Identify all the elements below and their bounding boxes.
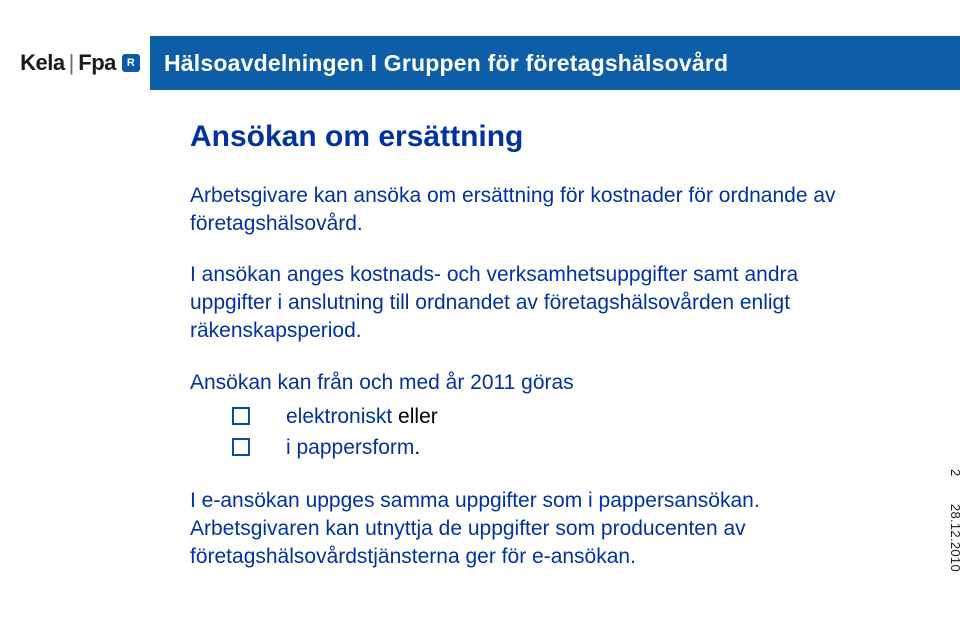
paragraph-2: I ansökan anges kostnads- och verksamhet… <box>190 261 850 344</box>
page-date: 28.12.2010 <box>948 504 960 572</box>
list-item-label-blue: elektroniskt <box>286 405 392 428</box>
logo-text-left: Kela <box>20 50 64 76</box>
list-item-label-blue: i pappersform <box>286 436 414 459</box>
logo-text-right: Fpa <box>78 50 116 76</box>
page-number: 2 <box>948 469 960 477</box>
checkbox-icon <box>232 438 250 456</box>
checkbox-icon <box>232 407 250 425</box>
side-note: 2 28.12.2010 <box>948 469 960 572</box>
paragraph-1: Arbetsgivare kan ansöka om ersättning fö… <box>190 182 850 237</box>
option-list: elektroniskt eller i pappersform. <box>190 402 850 463</box>
header-band: Hälsoavdelningen I Gruppen för företagsh… <box>150 36 960 90</box>
logo: Kela | Fpa R <box>0 36 150 90</box>
paragraph-4b: Arbetsgivaren kan utnyttja de uppgifter … <box>190 517 746 568</box>
content-area: Ansökan om ersättning Arbetsgivare kan a… <box>190 120 850 594</box>
paragraph-4a: I e-ansökan uppges samma uppgifter som i… <box>190 489 760 512</box>
paragraph-4: I e-ansökan uppges samma uppgifter som i… <box>190 487 850 570</box>
logo-badge-icon: R <box>122 54 140 72</box>
slide-page: Kela | Fpa R Hälsoavdelningen I Gruppen … <box>0 0 960 632</box>
header-band-text: Hälsoavdelningen I Gruppen för företagsh… <box>164 50 728 77</box>
list-item-label-black: eller <box>392 405 438 428</box>
page-title: Ansökan om ersättning <box>190 120 850 154</box>
paragraph-3: Ansökan kan från och med år 2011 göras <box>190 369 850 397</box>
list-item-label-black: . <box>414 436 420 459</box>
logo-divider: | <box>69 50 75 76</box>
list-item: i pappersform. <box>232 433 850 463</box>
header-bar: Kela | Fpa R Hälsoavdelningen I Gruppen … <box>0 36 960 90</box>
list-item: elektroniskt eller <box>232 402 850 432</box>
